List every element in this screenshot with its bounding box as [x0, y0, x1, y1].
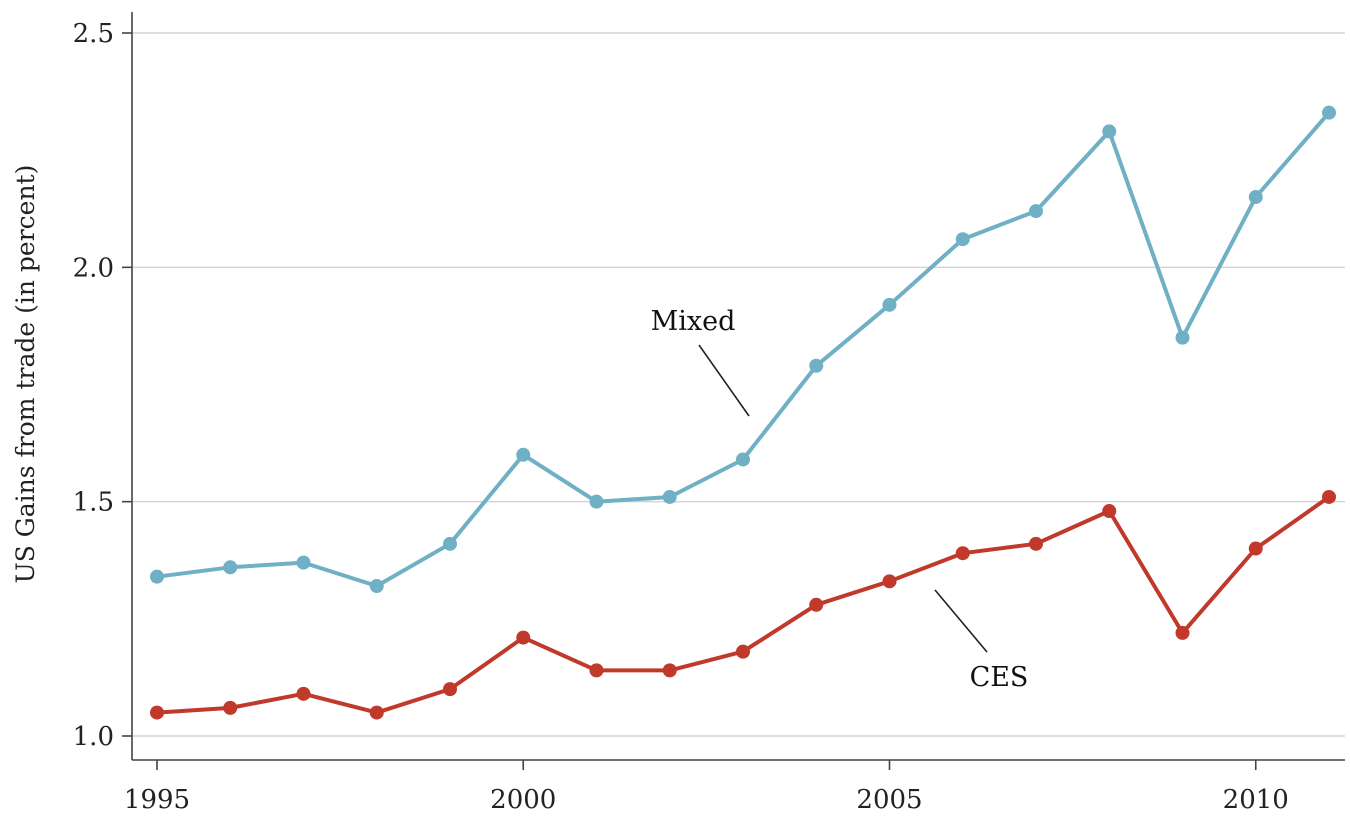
mixed-data-point [369, 579, 384, 594]
mixed-leader-line [698, 344, 750, 417]
mixed-data-point [1175, 330, 1190, 345]
mixed-data-point [1322, 105, 1336, 120]
series-lines [150, 105, 1336, 720]
mixed-data-point [1248, 190, 1263, 205]
x-axis-ticks: 1995 2000 2005 2010 [124, 760, 1289, 815]
mixed-data-point [223, 560, 238, 575]
gridlines [132, 32, 1345, 737]
ces-data-point [1102, 504, 1117, 519]
ces-data-point [1175, 625, 1190, 640]
ces-leader-line [934, 589, 988, 653]
ces-data-point [736, 644, 750, 659]
ces-data-point [882, 574, 897, 589]
annotations: Mixed CES [651, 306, 1029, 693]
axes [131, 12, 1345, 761]
mixed-series [150, 105, 1336, 594]
x-tick-label: 1995 [124, 785, 190, 815]
ces-data-point [369, 705, 384, 720]
mixed-series-label: Mixed [651, 306, 736, 337]
ces-data-point [809, 597, 824, 612]
mixed-data-point [736, 452, 750, 467]
y-axis-title: US Gains from trade (in percent) [11, 165, 40, 584]
ces-data-point [589, 663, 604, 678]
ces-data-point [443, 682, 457, 697]
y-tick-label: 1.5 [73, 488, 114, 518]
mixed-data-point [150, 569, 164, 584]
ces-data-point [1322, 489, 1336, 504]
x-tick-label: 2005 [856, 785, 922, 815]
ces-data-point [1029, 536, 1043, 551]
mixed-data-point [443, 536, 457, 551]
ces-data-point [516, 630, 531, 645]
ces-data-point [955, 546, 970, 561]
ces-series-label: CES [970, 662, 1029, 693]
mixed-data-point [589, 494, 604, 509]
ces-data-point [296, 686, 311, 701]
y-tick-label: 1.0 [73, 722, 114, 752]
mixed-data-point [882, 297, 897, 312]
mixed-data-point [955, 232, 970, 247]
x-tick-label: 2010 [1223, 785, 1289, 815]
ces-data-point [150, 705, 164, 720]
mixed-data-point [1029, 204, 1043, 219]
y-tick-label: 2.5 [73, 19, 114, 49]
ces-data-point [662, 663, 677, 678]
ces-data-point [223, 700, 238, 715]
y-axis-ticks: 1.0 1.5 2.0 2.5 [73, 19, 132, 752]
mixed-data-point [662, 489, 677, 504]
mixed-data-point [809, 358, 824, 373]
y-tick-label: 2.0 [73, 253, 114, 283]
mixed-data-point [516, 447, 531, 462]
x-tick-label: 2000 [490, 785, 556, 815]
mixed-data-point [296, 555, 311, 570]
mixed-series-line [155, 110, 1331, 588]
ces-series [150, 489, 1336, 720]
mixed-data-point [1102, 124, 1117, 139]
ces-data-point [1248, 541, 1263, 556]
ces-series-line [155, 495, 1331, 715]
